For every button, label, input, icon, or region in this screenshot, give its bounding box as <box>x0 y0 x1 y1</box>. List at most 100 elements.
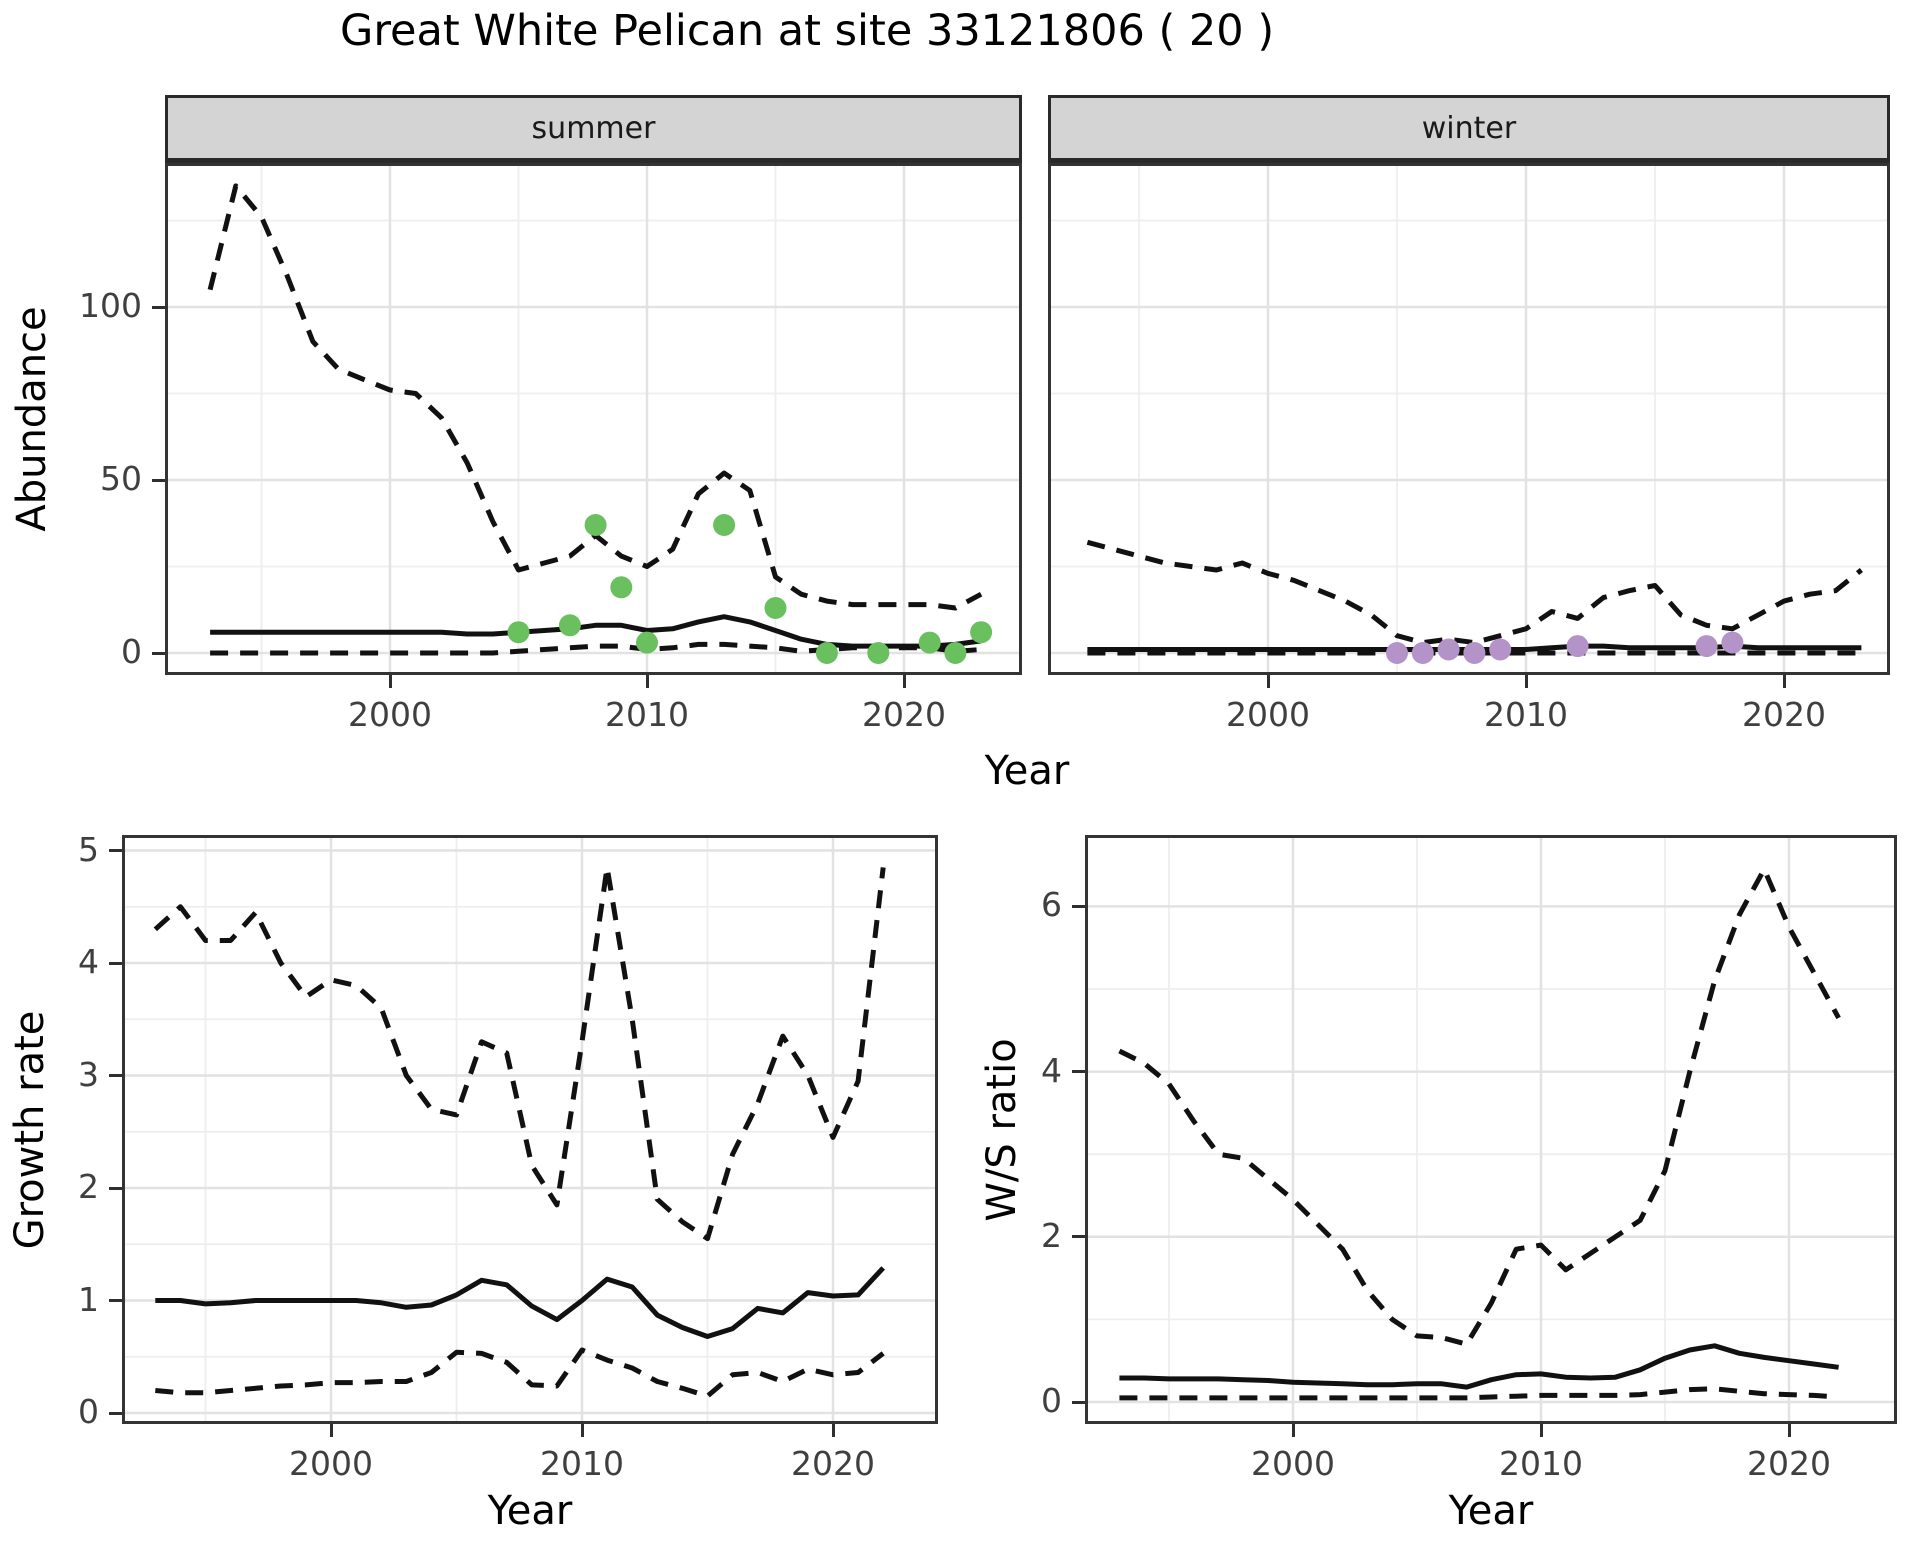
panel-abundance-winter <box>1048 163 1890 679</box>
summer-data-point <box>944 642 967 664</box>
y-tick-mark <box>1072 1235 1085 1239</box>
y-axis-title-ws-ratio: W/S ratio <box>979 1038 1025 1222</box>
y-tick-mark <box>152 305 165 309</box>
y-tick-label: 50 <box>100 459 142 498</box>
panel-border <box>165 163 1022 675</box>
y-tick-mark <box>109 961 122 965</box>
x-tick-mark <box>902 675 906 688</box>
upper_ci-line <box>153 864 886 1242</box>
y-tick-label: 4 <box>78 942 99 981</box>
x-tick-label: 2010 <box>540 1444 624 1483</box>
x-axis-title-ws: Year <box>1448 1488 1534 1534</box>
x-tick-label: 2010 <box>605 695 689 734</box>
winter-data-point <box>1721 631 1744 654</box>
panel-growth-rate <box>122 835 938 1428</box>
summer-data-point <box>713 514 736 536</box>
x-tick-mark <box>580 1424 584 1437</box>
winter-data-point <box>1463 642 1486 664</box>
y-tick-mark <box>109 1074 122 1077</box>
x-axis-title-top: Year <box>984 748 1070 794</box>
x-tick-label: 2000 <box>1251 1444 1335 1483</box>
facet-label-winter: winter <box>1421 110 1517 146</box>
x-tick-label: 2020 <box>791 1444 875 1483</box>
winter-data-point <box>1437 638 1460 661</box>
y-tick-label: 0 <box>1041 1381 1062 1420</box>
y-tick-mark <box>109 1411 122 1415</box>
y-tick-label: 3 <box>78 1054 99 1094</box>
x-tick-mark <box>1539 1424 1543 1437</box>
summer-data-point <box>867 642 890 664</box>
y-tick-mark <box>109 1186 122 1190</box>
y-tick-mark <box>1072 1070 1085 1074</box>
y-axis-title-abundance: Abundance <box>9 306 55 532</box>
panel-abundance-summer <box>165 163 1022 679</box>
winter-data-point <box>1489 638 1512 661</box>
chart-canvas-growth_rate <box>122 835 938 1424</box>
y-tick-label: 2 <box>1041 1215 1062 1255</box>
facet-strip-summer: summer <box>165 95 1022 163</box>
y-tick-label: 4 <box>1041 1050 1062 1090</box>
y-tick-mark <box>1072 904 1085 908</box>
y-tick-label: 2 <box>78 1167 99 1206</box>
winter-data-point <box>1411 642 1434 664</box>
summer-data-point <box>918 631 941 654</box>
x-tick-label: 2020 <box>862 695 946 734</box>
summer-data-point <box>764 597 787 619</box>
panel-ws-ratio <box>1085 835 1897 1428</box>
y-tick-label: 100 <box>79 286 142 325</box>
winter-data-point <box>1695 635 1718 658</box>
y-tick-mark <box>109 1299 122 1302</box>
summer-data-point <box>610 576 633 599</box>
upper_ci-line <box>1086 539 1863 646</box>
y-tick-mark <box>152 478 165 482</box>
panel-border <box>1085 835 1897 1424</box>
x-tick-mark <box>1291 1424 1295 1437</box>
facet-strip-winter: winter <box>1048 95 1890 163</box>
winter-data-point <box>1386 642 1408 664</box>
winter-data-point <box>1566 635 1589 658</box>
median-line <box>155 1266 886 1339</box>
summer-data-point <box>584 514 607 536</box>
y-tick-label: 6 <box>1041 885 1062 925</box>
chart-canvas-ws_ratio <box>1085 835 1897 1424</box>
x-tick-mark <box>1782 675 1786 688</box>
summer-data-point <box>507 621 530 644</box>
panel-border <box>1048 163 1890 675</box>
x-tick-label: 2020 <box>1742 695 1826 734</box>
x-axis-title-growth: Year <box>487 1488 573 1534</box>
x-tick-mark <box>1524 675 1528 688</box>
x-tick-label: 2010 <box>1484 695 1568 734</box>
x-tick-mark <box>645 675 649 688</box>
x-tick-label: 2000 <box>348 695 432 734</box>
summer-data-point <box>636 631 658 654</box>
x-tick-mark <box>1787 1424 1791 1437</box>
y-axis-title-growth-rate: Growth rate <box>7 1010 53 1250</box>
x-tick-label: 2000 <box>1226 695 1310 734</box>
upper_ci-line <box>1118 866 1841 1347</box>
y-tick-label: 0 <box>121 632 142 671</box>
x-tick-label: 2020 <box>1747 1444 1831 1483</box>
plot-title: Great White Pelican at site 33121806 ( 2… <box>340 6 1275 56</box>
x-tick-mark <box>831 1424 835 1437</box>
y-tick-mark <box>109 849 122 852</box>
x-tick-mark <box>329 1424 333 1437</box>
y-tick-label: 1 <box>78 1279 99 1319</box>
lower_ci-line <box>155 1347 885 1399</box>
chart-canvas-abundance_summer <box>165 163 1022 675</box>
x-tick-mark <box>388 675 392 688</box>
median-line <box>1119 1343 1839 1390</box>
lower_ci-line <box>210 641 982 656</box>
summer-data-point <box>558 614 581 637</box>
panel-border <box>122 835 938 1424</box>
summer-data-point <box>815 642 838 664</box>
x-tick-mark <box>1266 675 1270 688</box>
x-tick-label: 2010 <box>1499 1444 1583 1483</box>
chart-canvas-abundance_winter <box>1048 163 1890 675</box>
facet-label-summer: summer <box>531 110 656 146</box>
y-tick-label: 0 <box>78 1392 99 1431</box>
x-tick-label: 2000 <box>289 1444 373 1483</box>
summer-data-point <box>970 621 993 644</box>
y-tick-mark <box>1072 1400 1085 1404</box>
y-tick-label: 5 <box>78 829 99 869</box>
